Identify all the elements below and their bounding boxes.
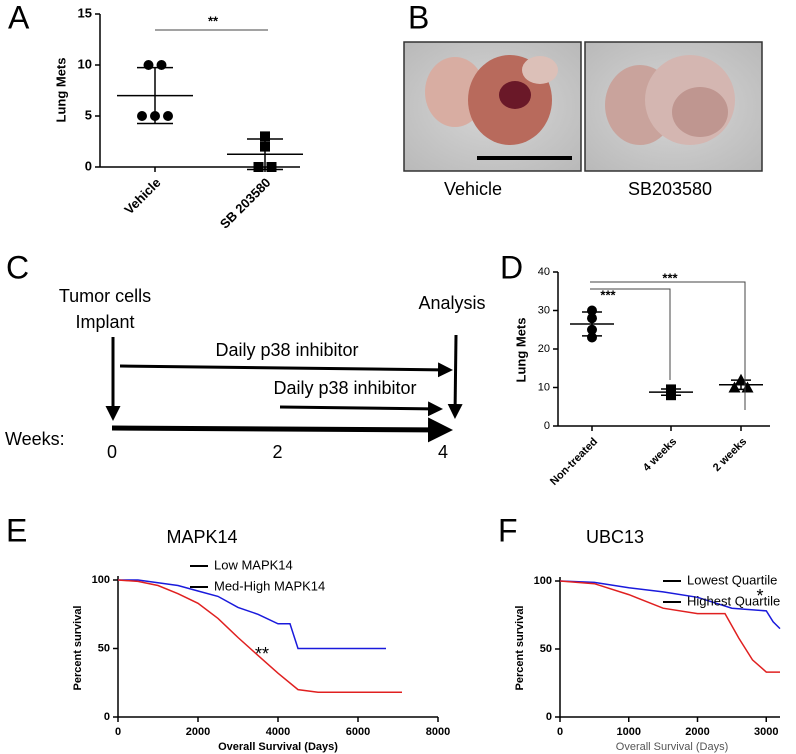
week-label: 0 [107,442,117,462]
x-tick-label: 2000 [685,726,709,738]
x-tick-label: Vehicle [121,175,163,217]
y-tick-label: 10 [78,56,92,71]
treatment-label: Daily p38 inhibitor [215,340,358,360]
chart-title: UBC13 [586,527,644,547]
x-tick-label: 3000 [754,726,778,738]
arrow [447,334,463,419]
data-point [587,305,597,316]
arrow [111,417,453,443]
treatment-label: Daily p38 inhibitor [273,378,416,398]
significance-label: * [756,586,763,606]
significance-label: *** [662,270,678,285]
start-label: Tumor cells [59,286,151,306]
x-tick-label: 2 weeks [711,436,749,474]
y-axis-label: Lung Mets [53,58,68,123]
x-tick-label: 6000 [346,726,370,738]
x-axis-label: Overall Survival (Days) [218,741,338,753]
x-axis-label: Overall Survival (Days) [616,741,728,753]
data-point [143,60,154,70]
chart-title: MAPK14 [166,527,237,547]
legend-label: Lowest Quartile [687,572,777,587]
survival-curve [559,580,781,630]
y-tick-label: 5 [85,107,92,122]
data-point [260,131,270,142]
x-tick-label: 8000 [426,726,450,738]
y-tick-label: 50 [98,642,110,654]
legend-label: Low MAPK14 [214,557,293,572]
y-tick-label: 100 [534,575,552,587]
arrow [279,401,443,417]
week-label: 2 [272,442,282,462]
y-axis-label: Percent survival [514,606,526,691]
image-caption: SB203580 [628,179,712,199]
y-axis-label: Lung Mets [513,318,528,383]
arrow [119,362,453,378]
y-tick-label: 15 [78,5,92,20]
data-point [587,332,597,343]
panel-label: D [500,249,523,285]
survival-curve [118,579,386,650]
x-tick-label: 1000 [617,726,641,738]
x-tick-label: 4000 [266,726,290,738]
axis-label: Weeks: [5,429,65,449]
x-tick-label: 0 [115,726,121,738]
panel-label: A [8,0,30,35]
y-tick-label: 0 [104,711,110,723]
y-tick-label: 0 [546,711,552,723]
y-tick-label: 10 [538,381,550,393]
y-tick-label: 20 [538,343,550,355]
significance-label: ** [208,13,219,28]
data-point [253,162,264,172]
x-tick-label: Non-treated [548,436,600,488]
photo-sb203580 [584,41,763,172]
x-tick-label: 2000 [186,726,210,738]
photo-vehicle [403,41,582,172]
significance-bracket [590,288,671,380]
y-tick-label: 100 [92,574,110,586]
image-caption: Vehicle [444,179,502,199]
panel-label: B [408,0,429,35]
start-label: Implant [75,312,134,332]
significance-label: ** [255,644,269,664]
panel-label: E [6,512,27,548]
y-tick-label: 50 [540,643,552,655]
y-tick-label: 30 [538,304,550,316]
y-tick-label: 0 [544,420,550,432]
x-tick-label: SB 203580 [217,175,274,232]
panel-label: C [6,249,29,285]
end-label: Analysis [418,293,485,313]
y-axis-label: Percent survival [72,606,84,691]
y-tick-label: 0 [85,158,92,173]
survival-curve [117,579,402,694]
data-point [735,373,747,385]
significance-label: *** [600,287,616,302]
panel-label: F [498,512,518,548]
x-tick-label: 4 weeks [641,436,679,474]
y-tick-label: 40 [538,266,550,278]
x-tick-label: 0 [557,726,563,738]
data-point [156,60,167,70]
data-point [137,111,147,121]
legend-label: Med-High MAPK14 [214,578,325,593]
data-point [163,111,173,121]
survival-curve [559,580,780,673]
data-point [266,162,277,172]
legend-label: Highest Quartile [687,593,780,608]
week-label: 4 [438,442,448,462]
significance-bracket [590,281,746,410]
